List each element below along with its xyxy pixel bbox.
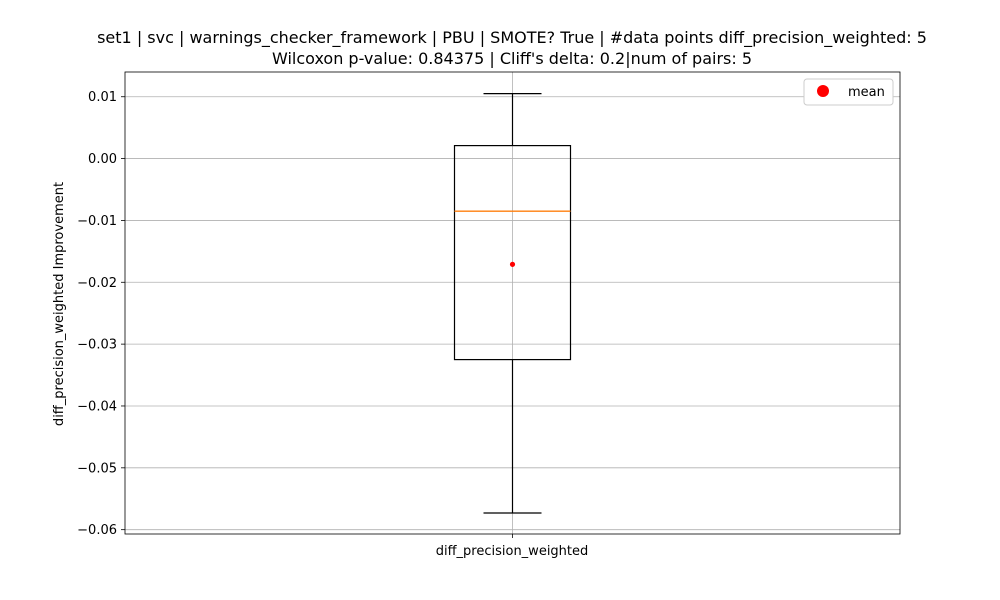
y-tick-label: 0.00 <box>88 152 117 167</box>
legend-mean-label: mean <box>848 85 885 100</box>
y-tick-label: −0.01 <box>77 214 117 229</box>
legend: mean <box>803 78 894 106</box>
y-tick-label: 0.01 <box>88 90 117 105</box>
y-tick-label: −0.02 <box>77 276 117 291</box>
chart-title-line1: set1 | svc | warnings_checker_framework … <box>97 28 927 48</box>
y-axis-label: diff_precision_weighted Improvement <box>52 182 67 426</box>
x-tick-label: diff_precision_weighted <box>436 544 589 559</box>
chart-title-line2: Wilcoxon p-value: 0.84375 | Cliff's delt… <box>272 49 752 68</box>
y-tick-label: −0.05 <box>77 461 117 476</box>
plot-frame <box>124 71 901 535</box>
y-tick-label: −0.04 <box>77 399 117 414</box>
axes: 0.01 0.00 −0.01 −0.02 −0.03 −0.04 −0.05 −0.06 <box>77 71 901 538</box>
box-group <box>453 93 572 514</box>
iqr-box <box>453 144 572 361</box>
legend-mean-marker <box>817 85 829 97</box>
mean-marker <box>509 261 516 267</box>
y-tick-label: −0.03 <box>77 338 117 353</box>
legend-frame <box>803 78 894 106</box>
y-tick-label: −0.06 <box>77 523 117 538</box>
